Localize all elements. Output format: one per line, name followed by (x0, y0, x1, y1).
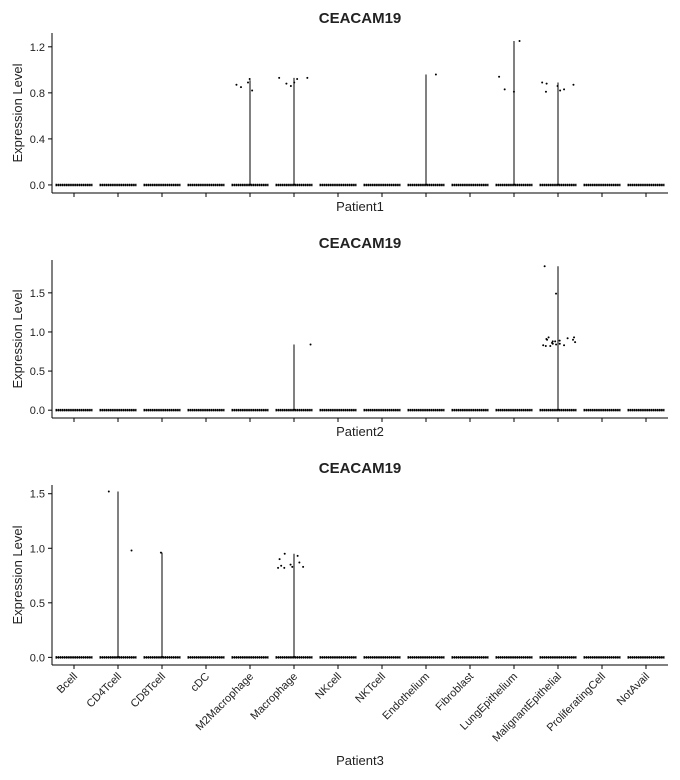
data-point (545, 338, 548, 340)
violin (407, 74, 445, 186)
y-tick-label: 0.8 (30, 88, 45, 100)
data-point (573, 336, 576, 339)
y-tick-label: 1.0 (30, 543, 45, 555)
data-point (283, 552, 286, 555)
x-tick-label: Bcell (55, 671, 80, 696)
data-point (285, 82, 288, 85)
data-point (544, 90, 547, 93)
data-point (551, 342, 554, 345)
data-point (503, 88, 506, 91)
data-point (239, 86, 242, 89)
x-tick-label: CD8Tcell (129, 671, 169, 711)
data-point (498, 75, 501, 78)
y-axis-label: Expression Level (10, 289, 25, 388)
violin (143, 552, 181, 658)
y-tick-label: 1.5 (30, 288, 45, 300)
data-point (518, 40, 521, 43)
data-point (559, 89, 562, 92)
violin (495, 41, 533, 186)
x-tick-label: Endothelium (380, 671, 432, 723)
x-axis-label: Patient1 (336, 199, 384, 214)
data-point (563, 344, 566, 347)
data-point (554, 340, 557, 343)
y-tick-label: 0.5 (30, 366, 45, 378)
x-tick-label: Macrophage (248, 671, 300, 723)
violin (539, 266, 577, 411)
data-point (247, 81, 250, 84)
chart-title: CEACAM19 (319, 235, 402, 252)
y-tick-label: 0.4 (30, 134, 45, 146)
x-tick-label: NKcell (313, 671, 344, 702)
data-point (572, 83, 575, 86)
data-point (512, 90, 515, 93)
data-point (572, 338, 575, 341)
violin (99, 491, 137, 658)
y-tick-label: 1.0 (30, 327, 45, 339)
x-tick-label: NotAvail (615, 671, 652, 708)
y-tick-label: 0.0 (30, 652, 45, 664)
data-point (558, 342, 561, 345)
data-point (280, 564, 283, 567)
data-point (159, 551, 162, 554)
x-tick-label: NKTcell (353, 671, 388, 706)
data-point (556, 84, 559, 87)
data-point (547, 336, 550, 339)
chart-title: CEACAM19 (319, 10, 402, 27)
y-tick-label: 0.0 (30, 180, 45, 192)
x-tick-label: CD4Tcell (85, 671, 125, 711)
y-tick-label: 0.0 (30, 405, 45, 417)
data-point (248, 78, 251, 81)
data-point (558, 339, 561, 342)
data-point (566, 337, 569, 340)
y-axis-label: Expression Level (10, 63, 25, 162)
data-point (544, 345, 547, 348)
data-point (543, 265, 546, 268)
data-point (277, 566, 280, 569)
data-point (291, 565, 294, 568)
y-axis-label: Expression Level (10, 525, 25, 624)
data-point (130, 549, 133, 552)
y-tick-label: 1.2 (30, 42, 45, 54)
data-point (309, 343, 312, 346)
y-tick-label: 1.5 (30, 489, 45, 501)
data-point (551, 340, 554, 343)
violin (231, 80, 269, 186)
violin (275, 344, 313, 411)
data-point (296, 554, 299, 557)
violin (275, 77, 313, 186)
chart-title: CEACAM19 (319, 460, 402, 477)
data-point (574, 341, 577, 344)
data-point (289, 84, 292, 87)
data-point (542, 344, 545, 347)
violin (539, 82, 577, 186)
data-point (563, 88, 566, 91)
data-point (298, 561, 301, 564)
data-point (293, 81, 296, 84)
violin (275, 553, 313, 658)
data-point (549, 345, 552, 348)
data-point (434, 73, 437, 76)
x-axis-label: Patient3 (336, 753, 384, 768)
data-point (541, 81, 544, 84)
data-point (555, 343, 558, 346)
data-point (278, 558, 281, 561)
data-point (107, 490, 110, 493)
data-point (251, 89, 254, 92)
x-axis-label: Patient2 (336, 424, 384, 439)
data-point (283, 566, 286, 569)
data-point (296, 78, 299, 81)
data-point (278, 76, 281, 79)
x-tick-label: cDC (189, 671, 213, 695)
data-point (289, 563, 292, 566)
data-point (555, 292, 558, 295)
data-point (302, 565, 305, 568)
data-point (545, 82, 548, 85)
y-tick-label: 0.5 (30, 598, 45, 610)
data-point (235, 83, 238, 86)
x-tick-label: Fibroblast (433, 671, 476, 714)
data-point (306, 76, 309, 79)
